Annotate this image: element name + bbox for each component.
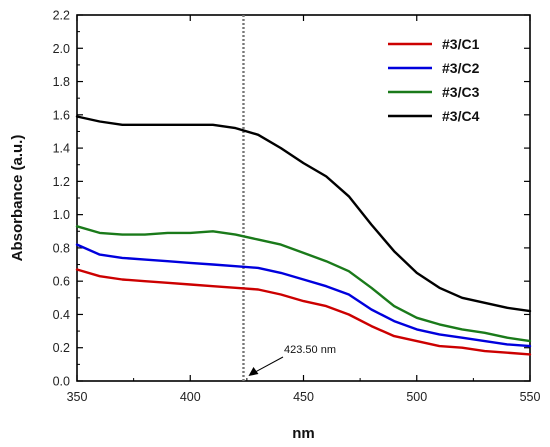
x-tick-label: 550	[520, 390, 541, 404]
x-tick-label: 450	[293, 390, 314, 404]
series-line-4	[75, 115, 532, 313]
series-line-2	[75, 243, 532, 348]
x-tick-label: 500	[406, 390, 427, 404]
y-axis-title: Absorbance (a.u.)	[9, 135, 26, 262]
x-tick-label: 350	[67, 390, 88, 404]
y-tick-label: 2.2	[53, 9, 70, 23]
y-tick-label: 1.2	[53, 175, 70, 189]
y-tick-label: 1.6	[53, 108, 70, 122]
y-tick-label: 1.8	[53, 75, 70, 89]
y-tick-label: 2.0	[53, 42, 70, 56]
series-line-1	[75, 268, 532, 356]
x-tick-label: 400	[180, 390, 201, 404]
series-line-3	[75, 225, 532, 343]
y-tick-label: 0.2	[53, 341, 70, 355]
legend-label-3: #3/C3	[442, 84, 480, 100]
legend-label-2: #3/C2	[442, 60, 480, 76]
y-tick-label: 0.0	[53, 375, 70, 389]
legend-label-4: #3/C4	[442, 108, 480, 124]
y-tick-label: 0.8	[53, 241, 70, 255]
annotation-label-background	[281, 339, 357, 357]
axis-ticks: 350 400 450 500 550 0.0 0.2 0.4 0.6 0.8 1.0 1.2 1.4 1…	[53, 9, 541, 405]
annotation-arrow-shaft	[253, 356, 284, 374]
series-layer	[75, 115, 532, 356]
plot-area	[76, 14, 531, 382]
y-tick-label: 0.6	[53, 275, 70, 289]
y-tick-label: 1.4	[53, 142, 70, 156]
legend: #3/C1 #3/C2 #3/C3 #3/C4	[388, 36, 480, 124]
annotation-label: 423.50 nm	[284, 344, 336, 356]
x-axis-title: nm	[292, 425, 315, 442]
annotation-layer: 423.50 nm	[248, 339, 357, 376]
y-tick-label: 1.0	[53, 208, 70, 222]
y-tick-label: 0.4	[53, 308, 70, 322]
legend-label-1: #3/C1	[442, 36, 480, 52]
annotation-arrow-head	[248, 367, 259, 376]
